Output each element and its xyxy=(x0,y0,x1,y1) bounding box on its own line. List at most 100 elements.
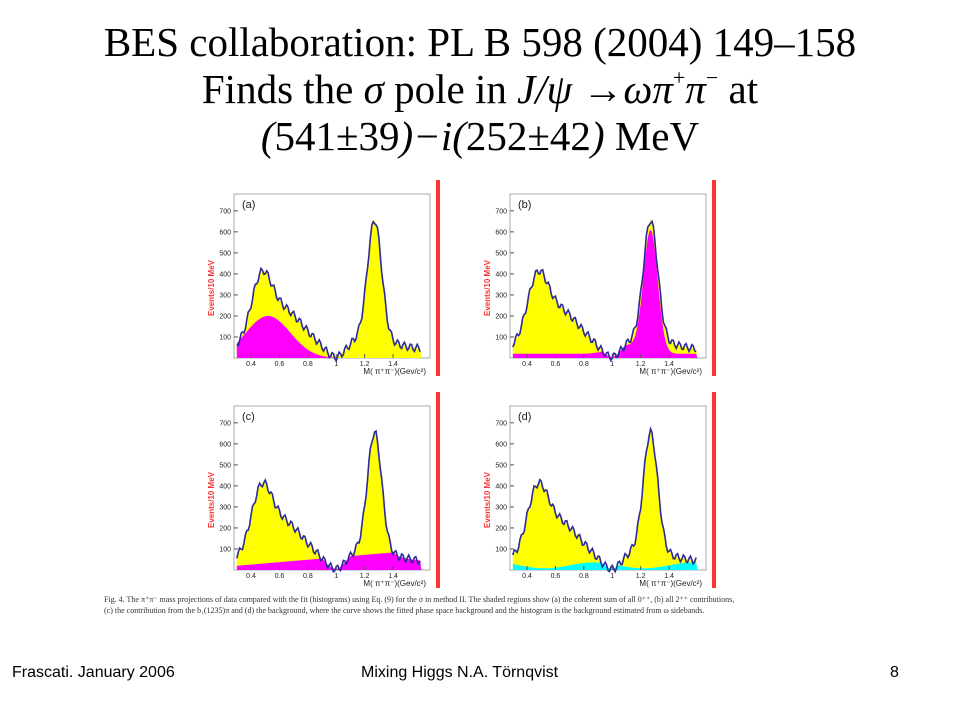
x-tick-label: 0.4 xyxy=(522,573,532,580)
y-tick-label: 400 xyxy=(495,483,507,490)
y-tick-label: 700 xyxy=(495,420,507,427)
x-axis-label: M( π⁺π⁻)(Gev/c²) xyxy=(639,579,702,588)
panel-label: (d) xyxy=(518,411,531,423)
shaded-contribution xyxy=(236,552,422,570)
fit-histogram xyxy=(512,432,698,570)
y-tick-label: 200 xyxy=(495,525,507,532)
title-unit: MeV xyxy=(604,113,700,159)
y-tick-label: 500 xyxy=(495,250,507,257)
x-tick-label: 0.8 xyxy=(303,573,313,580)
shaded-contribution xyxy=(236,315,422,358)
x-tick-label: 0.6 xyxy=(275,361,285,368)
y-tick-label: 400 xyxy=(495,271,507,278)
slide-title-line2: Finds the σ pole in J/ψ →ωπ+π− at xyxy=(0,65,960,112)
y-tick-label: 300 xyxy=(219,504,231,511)
y-tick-label: 400 xyxy=(219,271,231,278)
y-tick-label: 500 xyxy=(219,250,231,257)
y-tick-label: 200 xyxy=(219,313,231,320)
title-text-at: at xyxy=(718,66,759,112)
x-axis-label: M( π⁺π⁻)(Gev/c²) xyxy=(363,579,426,588)
x-tick-label: 1.2 xyxy=(360,573,370,580)
y-tick-label: 700 xyxy=(219,208,231,215)
title-paren-open: ( xyxy=(260,113,275,159)
x-axis-label: M( π⁺π⁻)(Gev/c²) xyxy=(363,367,426,376)
data-points xyxy=(512,426,697,574)
histogram-figure: 700 600 500 400 300 200 100 0.4 0.6 0.8 1 1.2 1.4 Eve… xyxy=(180,178,740,590)
y-tick-label: 700 xyxy=(495,208,507,215)
x-tick-label: 1.4 xyxy=(664,361,674,368)
x-tick-label: 0.6 xyxy=(275,573,285,580)
y-tick-label: 600 xyxy=(495,229,507,236)
x-tick-label: 1.4 xyxy=(664,573,674,580)
x-tick-label: 1 xyxy=(334,573,338,580)
y-tick-label: 100 xyxy=(495,334,507,341)
y-tick-label: 100 xyxy=(219,546,231,553)
y-tick-label: 300 xyxy=(495,504,507,511)
y-axis-label: Events/10 MeV xyxy=(483,471,492,528)
slide-title-line3: (541±39)−i(252±42) MeV xyxy=(0,114,960,158)
x-tick-label: 0.8 xyxy=(303,361,313,368)
shaded-contribution xyxy=(512,229,698,358)
y-tick-label: 100 xyxy=(495,546,507,553)
footer-page-number: 8 xyxy=(890,664,899,681)
title-minus: − xyxy=(705,65,719,90)
x-tick-label: 0.4 xyxy=(246,573,256,580)
y-tick-label: 300 xyxy=(495,292,507,299)
panel-edge xyxy=(712,392,716,588)
title-sigma: σ xyxy=(363,66,384,112)
title-plus: + xyxy=(672,65,686,90)
title-jpsi: J/ψ →ωπ xyxy=(517,66,673,112)
panel-edge xyxy=(712,180,716,376)
x-tick-label: 1.2 xyxy=(636,573,646,580)
x-tick-label: 0.6 xyxy=(551,361,561,368)
title-paren-close: ) xyxy=(590,113,605,159)
x-tick-label: 1 xyxy=(334,361,338,368)
x-tick-label: 1.2 xyxy=(636,361,646,368)
figure-caption: Fig. 4. The π⁺π⁻ mass projections of dat… xyxy=(104,595,735,615)
y-axis-label: Events/10 MeV xyxy=(483,259,492,316)
slide-title-line1: BES collaboration: PL B 598 (2004) 149–1… xyxy=(103,19,857,65)
x-tick-label: 1 xyxy=(610,361,614,368)
y-tick-label: 500 xyxy=(219,462,231,469)
data-points xyxy=(512,219,697,363)
y-tick-label: 400 xyxy=(219,483,231,490)
title-text-pole: pole in xyxy=(383,66,518,112)
x-tick-label: 1.4 xyxy=(388,361,398,368)
title-width: 252±42 xyxy=(465,113,591,159)
panel-a: 700 600 500 400 300 200 100 0.4 0.6 0.8 1 1.2 1.4 Eve… xyxy=(180,178,442,378)
title-imag: )−i( xyxy=(399,113,466,159)
panel-label: (c) xyxy=(242,411,255,423)
panel-c: 700 600 500 400 300 200 100 0.4 0.6 0.8 1 1.2 1.4 Eve… xyxy=(180,390,442,590)
y-tick-label: 600 xyxy=(219,229,231,236)
fit-histogram xyxy=(236,220,422,358)
x-axis-label: M( π⁺π⁻)(Gev/c²) xyxy=(639,367,702,376)
data-points xyxy=(236,429,421,574)
footer-title-author: Mixing Higgs N.A. Törnqvist xyxy=(361,664,559,681)
x-tick-label: 0.8 xyxy=(579,573,589,580)
y-tick-label: 600 xyxy=(495,441,507,448)
title-mass: 541±39 xyxy=(274,113,400,159)
y-tick-label: 300 xyxy=(219,292,231,299)
x-tick-label: 1.4 xyxy=(388,573,398,580)
title-pi: π xyxy=(685,66,706,112)
footer-venue-date: Frascati. January 2006 xyxy=(12,664,175,681)
panel-label: (b) xyxy=(518,199,531,211)
y-tick-label: 600 xyxy=(219,441,231,448)
y-tick-label: 200 xyxy=(495,313,507,320)
panel-label: (a) xyxy=(242,199,255,211)
x-tick-label: 1.2 xyxy=(360,361,370,368)
y-axis-label: Events/10 MeV xyxy=(207,471,216,528)
y-tick-label: 500 xyxy=(495,462,507,469)
x-tick-label: 1 xyxy=(610,573,614,580)
panel-edge xyxy=(436,180,440,376)
shaded-contribution xyxy=(512,562,698,570)
y-tick-label: 200 xyxy=(219,525,231,532)
x-tick-label: 0.4 xyxy=(246,361,256,368)
x-tick-label: 0.4 xyxy=(522,361,532,368)
x-tick-label: 0.6 xyxy=(551,573,561,580)
x-tick-label: 0.8 xyxy=(579,361,589,368)
panel-d: 700 600 500 400 300 200 100 0.4 0.6 0.8 1 1.2 1.4 Eve… xyxy=(456,390,718,590)
data-points xyxy=(236,220,421,363)
title-text-finds: Finds the xyxy=(201,66,364,112)
panel-edge xyxy=(436,392,440,588)
